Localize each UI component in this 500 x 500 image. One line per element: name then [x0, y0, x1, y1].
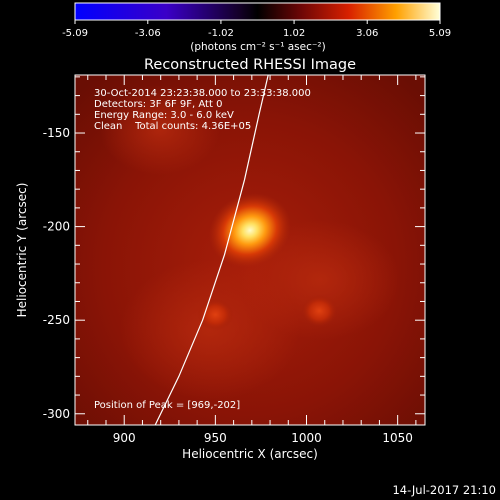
secondary-sources: [197, 294, 338, 331]
colorbar-ticks: -5.09 -3.06 -1.02 1.02 3.06 5.09: [62, 20, 451, 39]
secondary-source: [197, 298, 234, 331]
x-tick-label: 1000: [291, 431, 322, 445]
peak-position-label: Position of Peak = [969,-202]: [94, 400, 240, 411]
plot-title: Reconstructed RHESSI Image: [144, 57, 356, 73]
colorbar-unit-label: (photons cm⁻² s⁻¹ asec⁻²): [190, 41, 325, 53]
colorbar-tick-label: -1.02: [208, 28, 234, 39]
plot-frame: [74, 74, 426, 426]
annotation-energy-range: Energy Range: 3.0 - 6.0 keV: [94, 110, 234, 121]
y-axis-label: Heliocentric Y (arcsec): [15, 183, 29, 318]
annotation-total-counts: Clean Total counts: 4.36E+05: [94, 121, 251, 132]
solar-limb-line: [154, 75, 269, 425]
annotation-detectors: Detectors: 3F 6F 9F, Att 0: [94, 99, 222, 110]
colorbar: -5.09 -3.06 -1.02 1.02 3.06 5.09 (photons cm⁻…: [62, 2, 451, 53]
peak-source: [209, 193, 291, 268]
colorbar-tick-label: -5.09: [62, 28, 88, 39]
x-axis: 900 950 1000 1050: [87, 75, 417, 445]
x-tick-label: 1050: [382, 431, 413, 445]
colorbar-tick-label: 3.06: [356, 28, 378, 39]
y-tick-label: -250: [43, 313, 70, 327]
y-tick-label: -300: [43, 407, 70, 421]
colorbar-tick-label: 5.09: [429, 28, 451, 39]
colorbar-tick-label: 1.02: [283, 28, 305, 39]
x-axis-label: Heliocentric X (arcsec): [182, 447, 318, 461]
footer-timestamp: 14-Jul-2017 21:10: [392, 483, 496, 497]
secondary-source: [301, 294, 338, 327]
y-tick-label: -150: [43, 126, 70, 140]
y-axis: -150 -200 -250 -300: [43, 76, 425, 421]
x-tick-label: 950: [204, 431, 227, 445]
emission-haze: [100, 85, 220, 175]
x-tick-label: 900: [113, 431, 136, 445]
annotation-time-range: 30-Oct-2014 23:23:38.000 to 23:33:38.000: [94, 88, 311, 99]
image-map: [75, 75, 425, 425]
colorbar-gradient: [74, 2, 441, 21]
annotation-block: 30-Oct-2014 23:23:38.000 to 23:33:38.000…: [94, 88, 311, 132]
y-tick-label: -200: [43, 220, 70, 234]
colorbar-tick-label: -3.06: [135, 28, 161, 39]
